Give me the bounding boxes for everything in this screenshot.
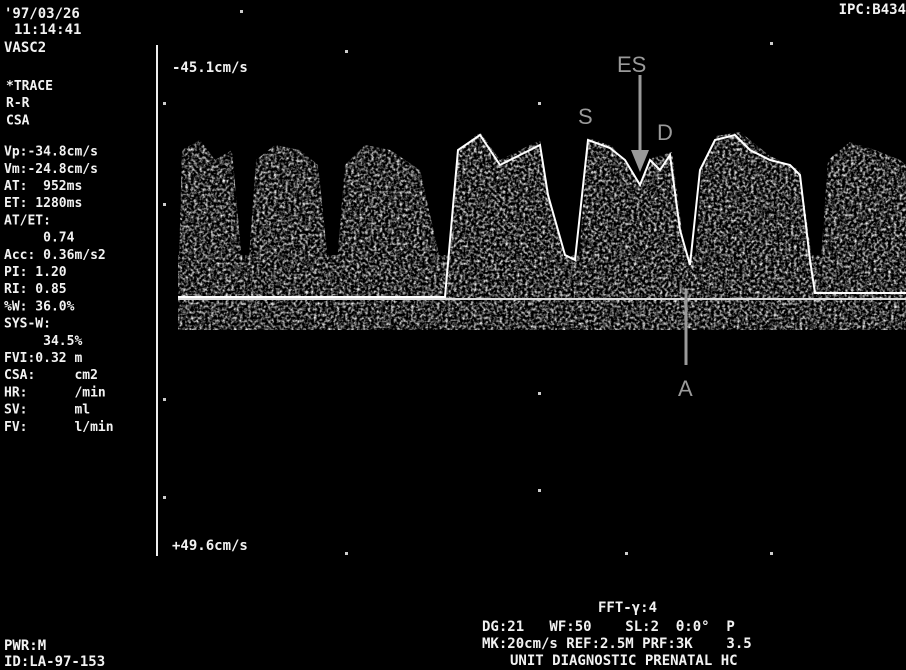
panel-line: CSA [6, 113, 30, 128]
panel-line: FVI:0.32 m [4, 351, 82, 366]
footer-line-2: MK:20cm/s REF:2.5M PRF:3K 3.5 [482, 636, 752, 652]
panel-line: SV: ml [4, 403, 90, 418]
footer-line-3: UNIT DIAGNOSTIC PRENATAL HC [510, 653, 738, 669]
label-s: S [578, 104, 593, 129]
panel-line: Vp:-34.8cm/s [4, 145, 98, 160]
label-a: A [678, 376, 693, 401]
patient-id: ID:LA-97-153 [4, 654, 105, 670]
panel-line: RI: 0.85 [4, 282, 67, 297]
label-d: D [657, 120, 673, 145]
probe-code: IPC:B434 [839, 2, 906, 18]
panel-line: *TRACE [6, 79, 53, 94]
time: 11:14:41 [14, 22, 81, 38]
panel-line: 34.5% [4, 334, 82, 349]
panel-line: ET: 1280ms [4, 196, 82, 211]
background [0, 0, 906, 670]
doppler-screen: '97/03/26 11:14:41 VASC2 IPC:B434 *TRACE… [0, 0, 906, 670]
scale-top: -45.1cm/s [172, 60, 248, 76]
preset: VASC2 [4, 40, 46, 56]
panel-line: AT: 952ms [4, 179, 82, 194]
panel-line: R-R [6, 96, 30, 111]
fft-gamma: FFT-γ:4 [598, 600, 657, 616]
panel-line: 0.74 [4, 231, 75, 246]
scale-bottom: +49.6cm/s [172, 538, 248, 554]
label-es: ES [617, 52, 646, 77]
date: '97/03/26 [4, 6, 80, 22]
panel-line: AT/ET: [4, 213, 51, 228]
panel-line: Acc: 0.36m/s2 [4, 248, 106, 263]
footer-line-1: DG:21 WF:50 SL:2 θ:0° P [482, 619, 735, 635]
panel-line: PI: 1.20 [4, 265, 67, 280]
panel-line: SYS-W: [4, 317, 51, 332]
power-mode: PWR:M [4, 638, 46, 654]
panel-line: CSA: cm2 [4, 368, 98, 383]
panel-line: Vm:-24.8cm/s [4, 162, 98, 177]
panel-line: HR: /min [4, 385, 106, 400]
panel-line: %W: 36.0% [4, 299, 75, 314]
panel-line: FV: l/min [4, 420, 114, 435]
